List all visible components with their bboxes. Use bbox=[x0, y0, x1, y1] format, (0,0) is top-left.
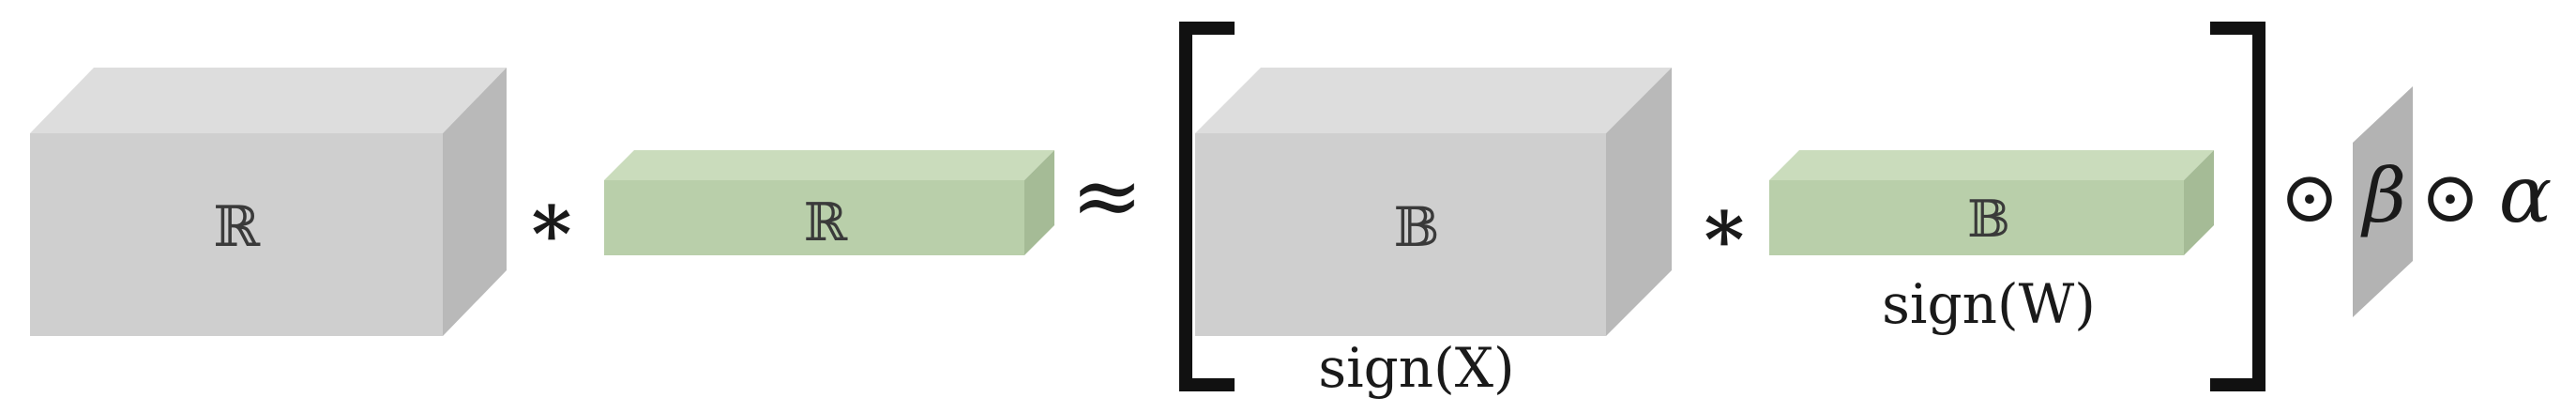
binary-weight-tensor: 𝔹 bbox=[1769, 150, 2214, 255]
real-weight-tensor: ℝ bbox=[604, 150, 1054, 255]
binary-weight-symbol: 𝔹 bbox=[1967, 190, 2010, 249]
right-bracket bbox=[2210, 22, 2265, 391]
real-input-side-face bbox=[443, 68, 507, 336]
approx-symbol: ≈ bbox=[1070, 145, 1143, 246]
binary-input-tensor: 𝔹 bbox=[1195, 68, 1672, 336]
binary-input-top-face bbox=[1195, 68, 1672, 133]
hadamard-op-2: ⊙ bbox=[2420, 155, 2480, 238]
real-weight-top-face bbox=[604, 150, 1054, 180]
binary-input-side-face bbox=[1606, 68, 1672, 336]
alpha-symbol: α bbox=[2499, 148, 2553, 240]
binary-weight-front-face bbox=[1769, 180, 2184, 255]
real-input-symbol: ℝ bbox=[213, 194, 261, 260]
real-weight-front-face bbox=[604, 180, 1024, 255]
binary-weight-caption: sign(W) bbox=[1882, 272, 2096, 336]
beta-symbol: β bbox=[2360, 152, 2406, 239]
binary-input-front-face bbox=[1195, 133, 1606, 336]
binary-input-symbol: 𝔹 bbox=[1393, 195, 1439, 259]
beta-scale-plane bbox=[2353, 86, 2413, 317]
real-input-tensor: ℝ bbox=[30, 68, 507, 336]
left-bracket bbox=[1179, 22, 1235, 391]
rhs-conv-operator: ∗ bbox=[1698, 180, 1751, 270]
real-weight-symbol: ℝ bbox=[804, 192, 849, 253]
binary-weight-side-face bbox=[2184, 150, 2214, 255]
hadamard-op-1: ⊙ bbox=[2280, 155, 2340, 238]
real-weight-side-face bbox=[1024, 150, 1054, 255]
real-input-front-face bbox=[30, 133, 443, 336]
real-input-top-face bbox=[30, 68, 507, 133]
binary-input-caption: sign(X) bbox=[1318, 336, 1514, 400]
lhs-conv-operator: ∗ bbox=[525, 175, 579, 265]
binary-weight-top-face bbox=[1769, 150, 2214, 180]
